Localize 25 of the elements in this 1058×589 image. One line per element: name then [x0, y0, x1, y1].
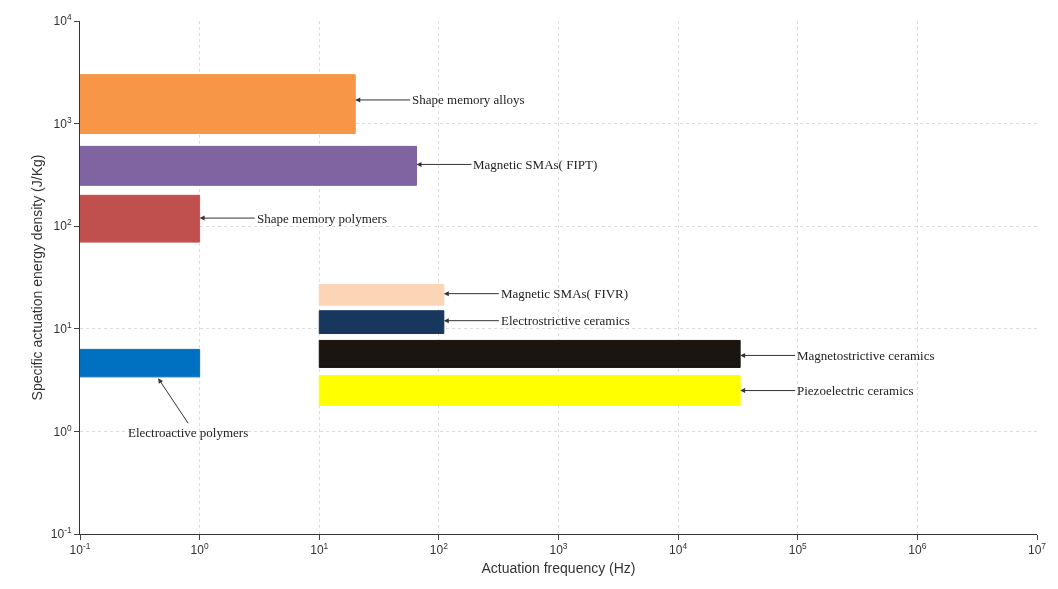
x-tick-label: 10$^{7}$	[1027, 541, 1047, 558]
y-tick-label: 10$^{0}$	[53, 422, 72, 439]
y-tick-label: 10$^{2}$	[53, 217, 72, 234]
annotation: Magnetic SMAs( FIPT)	[473, 157, 598, 172]
annotation: Electrostrictive ceramics	[501, 313, 630, 328]
annotation: Electroactive polymers	[128, 425, 249, 440]
x-tick-label: 10$^{5}$	[788, 541, 808, 558]
x-tick-label: 10$^{2}$	[429, 541, 449, 558]
y-tick-label: 10$^{-1}$	[50, 525, 72, 542]
annotation: Magnetostrictive ceramics	[797, 348, 935, 363]
y-tick-label: 10$^{1}$	[53, 319, 72, 336]
annotation: Magnetic SMAs( FIVR)	[501, 286, 629, 301]
annotation: Piezoelectric ceramics	[797, 383, 914, 398]
x-tick-label: 10$^{1}$	[310, 541, 329, 558]
x-tick-label: 10$^{6}$	[908, 541, 927, 558]
annotation: Shape memory polymers	[257, 211, 387, 226]
y-axis-title: Specific actuation energy density (J/Kg)	[29, 154, 45, 401]
y-tick-label: 10$^{4}$	[53, 12, 72, 29]
x-axis-title: Actuation frequency (Hz)	[481, 559, 636, 576]
x-tick-label: 10$^{4}$	[669, 541, 688, 558]
x-tick-label: 10$^{-1}$	[69, 541, 91, 558]
x-tick-label: 10$^{3}$	[549, 541, 568, 558]
annotation: Shape memory alloys	[412, 92, 525, 107]
y-tick-label: 10$^{3}$	[53, 114, 72, 131]
x-tick-label: 10$^{0}$	[190, 541, 209, 558]
